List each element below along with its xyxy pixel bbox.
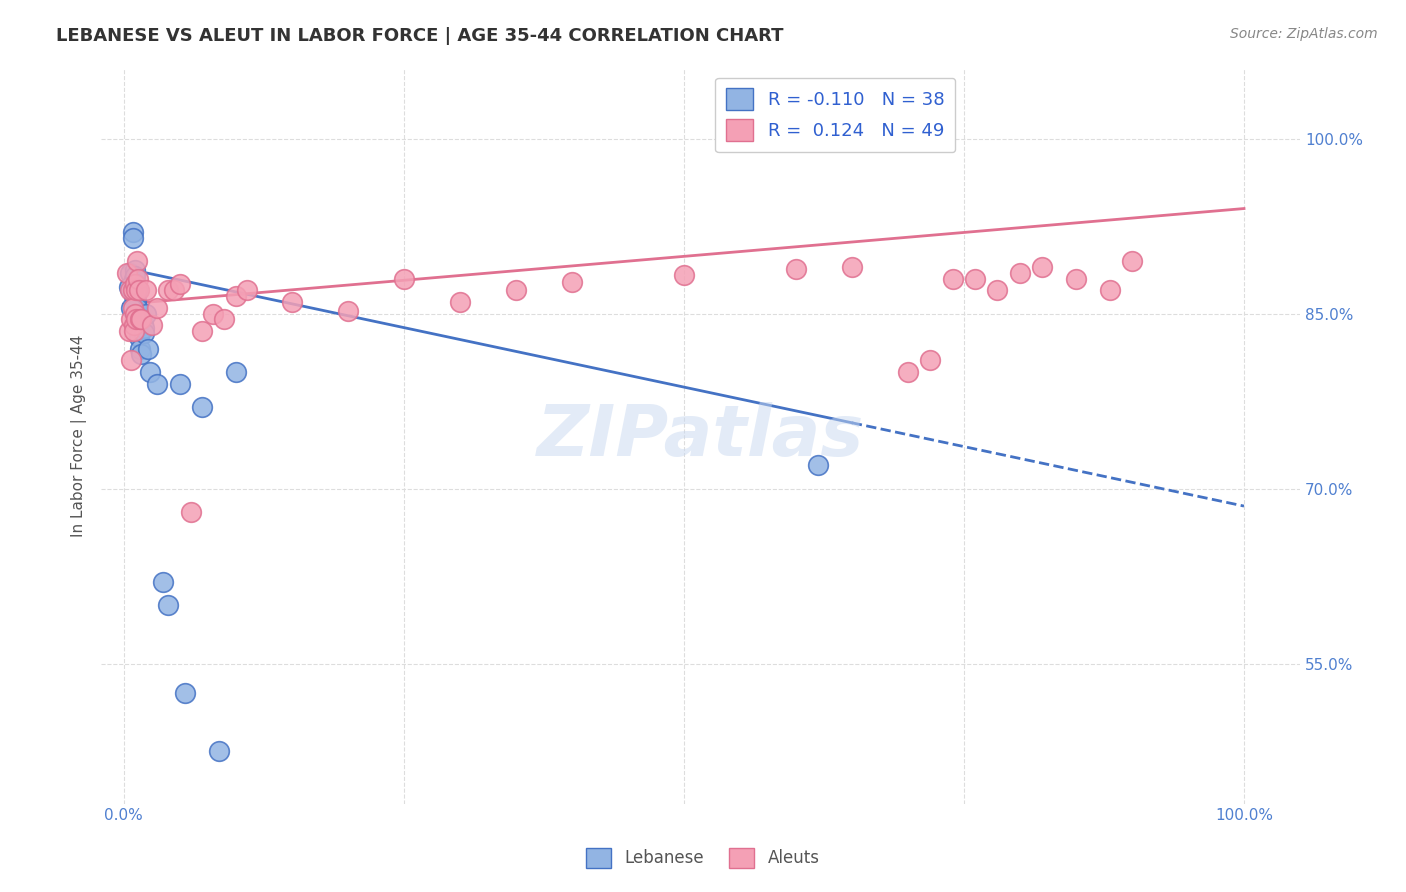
Point <box>122 277 145 292</box>
Point <box>121 230 143 244</box>
Point <box>208 744 231 758</box>
Point <box>225 289 247 303</box>
Point <box>122 271 145 285</box>
Point <box>942 271 965 285</box>
Point <box>122 289 145 303</box>
Point <box>120 312 142 326</box>
Point <box>146 301 169 315</box>
Point <box>392 271 415 285</box>
Point <box>121 301 143 315</box>
Point <box>225 365 247 379</box>
Point <box>125 293 148 307</box>
Point <box>124 307 146 321</box>
Point <box>115 266 138 280</box>
Point <box>965 271 987 285</box>
Point <box>125 283 148 297</box>
Point <box>120 266 142 280</box>
Point <box>132 326 155 341</box>
Point <box>897 365 920 379</box>
Point <box>920 353 942 368</box>
Point <box>141 318 163 333</box>
Point <box>1031 260 1053 274</box>
Text: LEBANESE VS ALEUT IN LABOR FORCE | AGE 35-44 CORRELATION CHART: LEBANESE VS ALEUT IN LABOR FORCE | AGE 3… <box>56 27 783 45</box>
Point <box>807 458 830 473</box>
Point <box>125 254 148 268</box>
Point <box>841 260 863 274</box>
Point <box>169 277 191 292</box>
Point <box>191 400 214 414</box>
Point <box>124 263 146 277</box>
Point <box>125 301 148 315</box>
Point <box>122 324 145 338</box>
Point <box>561 275 583 289</box>
Point <box>129 312 152 326</box>
Point <box>785 262 807 277</box>
Point <box>1008 266 1031 280</box>
Point <box>180 505 202 519</box>
Point <box>125 297 148 311</box>
Legend: Lebanese, Aleuts: Lebanese, Aleuts <box>579 841 827 875</box>
Point <box>214 312 236 326</box>
Point <box>122 318 145 333</box>
Point <box>135 307 157 321</box>
Point <box>128 330 150 344</box>
Legend: R = -0.110   N = 38, R =  0.124   N = 49: R = -0.110 N = 38, R = 0.124 N = 49 <box>716 78 955 153</box>
Point <box>336 304 359 318</box>
Point <box>169 376 191 391</box>
Point <box>132 320 155 334</box>
Point <box>505 283 527 297</box>
Point <box>125 309 148 323</box>
Point <box>136 342 159 356</box>
Point <box>121 225 143 239</box>
Point <box>131 316 153 330</box>
Point <box>174 686 197 700</box>
Point <box>236 283 259 297</box>
Point <box>129 342 152 356</box>
Point <box>672 268 695 282</box>
Point <box>280 294 302 309</box>
Point <box>124 277 146 292</box>
Text: Source: ZipAtlas.com: Source: ZipAtlas.com <box>1230 27 1378 41</box>
Point <box>120 283 142 297</box>
Point <box>163 283 186 297</box>
Point <box>118 324 141 338</box>
Point <box>127 320 149 334</box>
Point <box>135 283 157 297</box>
Point <box>139 365 162 379</box>
Point <box>1121 254 1143 268</box>
Point <box>157 599 180 613</box>
Y-axis label: In Labor Force | Age 35-44: In Labor Force | Age 35-44 <box>72 334 87 537</box>
Point <box>131 347 153 361</box>
Point <box>449 294 471 309</box>
Point <box>152 574 174 589</box>
Point <box>128 283 150 297</box>
Point <box>146 376 169 391</box>
Point <box>120 301 142 315</box>
Point <box>202 307 225 321</box>
Point <box>122 283 145 297</box>
Point <box>125 283 148 297</box>
Point <box>125 312 148 326</box>
Point <box>127 271 149 285</box>
Point <box>127 312 149 326</box>
Point <box>986 283 1008 297</box>
Point <box>121 283 143 297</box>
Point <box>1064 271 1087 285</box>
Point <box>131 312 153 326</box>
Point <box>1098 283 1121 297</box>
Point <box>157 283 180 297</box>
Point <box>191 324 214 338</box>
Point <box>118 279 141 293</box>
Point <box>124 269 146 284</box>
Point <box>125 303 148 318</box>
Point <box>120 353 142 368</box>
Text: ZIPatlas: ZIPatlas <box>537 401 865 471</box>
Point <box>124 277 146 292</box>
